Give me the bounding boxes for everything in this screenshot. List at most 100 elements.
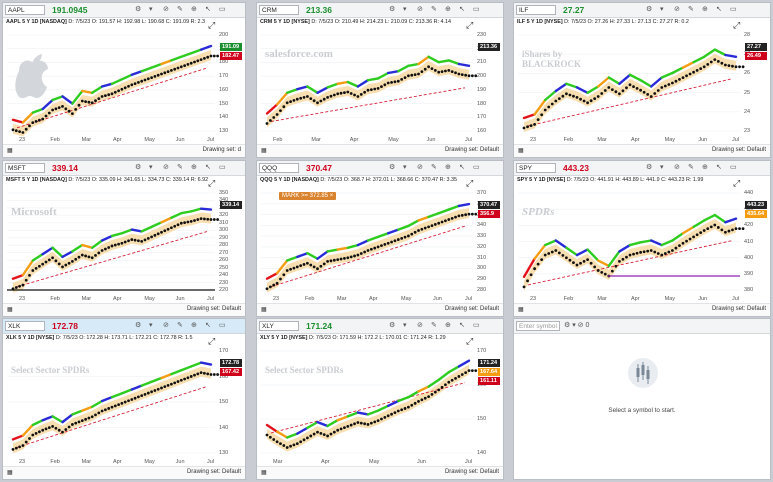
- draw-icon[interactable]: ▾: [403, 6, 407, 13]
- drawing-set-label[interactable]: Drawing set: Default: [444, 469, 499, 475]
- chart-type-icon[interactable]: ⚙: [646, 6, 653, 13]
- drawing-set-label[interactable]: Drawing set: Default: [186, 306, 241, 312]
- zoom-icon[interactable]: ⊘: [674, 164, 680, 171]
- draw-icon[interactable]: ▾: [149, 6, 153, 13]
- zoom-icon[interactable]: ⤢: [466, 20, 474, 30]
- drawing-set-label[interactable]: Drawing set: Default: [711, 147, 766, 153]
- footer-tools-icon[interactable]: ▦: [261, 470, 267, 476]
- footer-tools-icon[interactable]: ▦: [261, 307, 267, 313]
- settings-icon[interactable]: ⊕: [445, 322, 451, 329]
- maximize-icon[interactable]: ↖: [205, 322, 211, 329]
- refresh-icon[interactable]: ▭: [473, 6, 480, 13]
- drawing-set-label[interactable]: Drawing set: Default: [711, 306, 766, 312]
- zoom-icon[interactable]: ⊘: [417, 164, 423, 171]
- footer-tools-icon[interactable]: ▦: [518, 307, 524, 313]
- draw-icon[interactable]: ▾: [403, 164, 407, 171]
- zoom-icon[interactable]: ⤢: [208, 178, 216, 188]
- symbol-input[interactable]: ILF: [516, 5, 556, 15]
- draw-icon[interactable]: ▾: [660, 164, 664, 171]
- cursor-icon[interactable]: ✎: [431, 6, 437, 13]
- cursor-icon[interactable]: ✎: [431, 164, 437, 171]
- chart-panel-msft[interactable]: MSFT 339.14 ⚙ ▾ ⊘ ✎ ⊕ ↖ ▭ MSFT 5 Y 1D [NASDAQ] D:…: [2, 160, 246, 317]
- chart-type-icon[interactable]: ⚙: [389, 6, 396, 13]
- cursor-icon[interactable]: ✎: [177, 322, 183, 329]
- zoom-icon[interactable]: ⤢: [466, 178, 474, 188]
- zoom-icon[interactable]: ⊘: [163, 322, 169, 329]
- chart-type-icon[interactable]: ⚙: [135, 6, 142, 13]
- draw-icon[interactable]: ▾: [660, 6, 664, 13]
- drawing-set-label[interactable]: Drawing set: Default: [444, 147, 499, 153]
- chart-type-icon[interactable]: ⚙: [135, 164, 142, 171]
- price-chart[interactable]: [257, 3, 503, 157]
- settings-icon[interactable]: ⊕: [191, 322, 197, 329]
- footer-tools-icon[interactable]: ▦: [518, 148, 524, 154]
- maximize-icon[interactable]: ↖: [459, 164, 465, 171]
- symbol-input[interactable]: AAPL: [5, 5, 45, 15]
- drawing-set-label[interactable]: Drawing set: Default: [186, 469, 241, 475]
- chart-type-icon[interactable]: ⚙: [389, 164, 396, 171]
- symbol-input[interactable]: Enter symbol: [516, 321, 560, 331]
- refresh-icon[interactable]: ▭: [219, 164, 226, 171]
- cursor-icon[interactable]: ✎: [431, 322, 437, 329]
- refresh-icon[interactable]: ▭: [219, 322, 226, 329]
- footer-tools-icon[interactable]: ▦: [7, 307, 13, 313]
- settings-icon[interactable]: ⊕: [445, 6, 451, 13]
- maximize-icon[interactable]: ↖: [459, 322, 465, 329]
- zoom-icon[interactable]: ⤢: [733, 178, 741, 188]
- refresh-icon[interactable]: ▭: [473, 164, 480, 171]
- symbol-input[interactable]: XLY: [259, 321, 299, 331]
- zoom-icon[interactable]: ⤢: [733, 20, 741, 30]
- price-chart[interactable]: [3, 161, 245, 316]
- maximize-icon[interactable]: ↖: [716, 164, 722, 171]
- draw-icon[interactable]: ▾: [149, 322, 153, 329]
- price-chart[interactable]: [3, 319, 245, 479]
- settings-icon[interactable]: ⚙ ▾ ⊘ 0: [564, 322, 590, 329]
- chart-type-icon[interactable]: ⚙: [389, 322, 396, 329]
- chart-panel-xly[interactable]: XLY 171.24 ⚙ ▾ ⊘ ✎ ⊕ ↖ ▭ XLY 5 Y 1D [NYSE] D: 7/5…: [256, 318, 504, 480]
- refresh-icon[interactable]: ▭: [730, 6, 737, 13]
- drawing-set-label[interactable]: Drawing set: d: [202, 147, 241, 153]
- symbol-input[interactable]: SPY: [516, 163, 556, 173]
- chart-panel-ilf[interactable]: ILF 27.27 ⚙ ▾ ⊘ ✎ ⊕ ↖ ▭ ILF 5 Y 1D [NYSE] D: 7/5/…: [513, 2, 771, 158]
- maximize-icon[interactable]: ↖: [459, 6, 465, 13]
- chart-panel-qqq[interactable]: QQQ 370.47 ⚙ ▾ ⊘ ✎ ⊕ ↖ ▭ QQQ 5 Y 1D [NASDAQ] D: 7…: [256, 160, 504, 317]
- symbol-input[interactable]: MSFT: [5, 163, 45, 173]
- price-chart[interactable]: [257, 319, 503, 479]
- footer-tools-icon[interactable]: ▦: [261, 148, 267, 154]
- zoom-icon[interactable]: ⊘: [417, 322, 423, 329]
- refresh-icon[interactable]: ▭: [730, 164, 737, 171]
- chart-panel-xlk[interactable]: XLK 172.78 ⚙ ▾ ⊘ ✎ ⊕ ↖ ▭ XLK 5 Y 1D [NYSE] D: 7/5…: [2, 318, 246, 480]
- empty-chart-panel[interactable]: Enter symbol ⚙ ▾ ⊘ 0 Select a symbol to …: [513, 318, 771, 480]
- chart-panel-spy[interactable]: SPY 443.23 ⚙ ▾ ⊘ ✎ ⊕ ↖ ▭ SPY 5 Y 1D [NYSE] D: 7/5…: [513, 160, 771, 317]
- refresh-icon[interactable]: ▭: [219, 6, 226, 13]
- price-alert-marker[interactable]: MARK >= 372.85 ×: [279, 192, 337, 200]
- maximize-icon[interactable]: ↖: [205, 6, 211, 13]
- symbol-input[interactable]: CRM: [259, 5, 299, 15]
- maximize-icon[interactable]: ↖: [205, 164, 211, 171]
- price-chart[interactable]: [514, 161, 770, 316]
- zoom-icon[interactable]: ⊘: [417, 6, 423, 13]
- chart-type-icon[interactable]: ⚙: [135, 322, 142, 329]
- footer-tools-icon[interactable]: ▦: [7, 148, 13, 154]
- chart-panel-crm[interactable]: CRM 213.36 ⚙ ▾ ⊘ ✎ ⊕ ↖ ▭ CRM 5 Y 1D [NYSE] D: 7/5…: [256, 2, 504, 158]
- cursor-icon[interactable]: ✎: [177, 164, 183, 171]
- cursor-icon[interactable]: ✎: [177, 6, 183, 13]
- zoom-icon[interactable]: ⤢: [208, 336, 216, 346]
- zoom-icon[interactable]: ⤢: [466, 336, 474, 346]
- price-chart[interactable]: [257, 161, 503, 316]
- cursor-icon[interactable]: ✎: [688, 164, 694, 171]
- settings-icon[interactable]: ⊕: [445, 164, 451, 171]
- cursor-icon[interactable]: ✎: [688, 6, 694, 13]
- price-chart[interactable]: [514, 3, 770, 157]
- zoom-icon[interactable]: ⤢: [208, 20, 216, 30]
- footer-tools-icon[interactable]: ▦: [7, 470, 13, 476]
- drawing-set-label[interactable]: Drawing set: Default: [444, 306, 499, 312]
- draw-icon[interactable]: ▾: [403, 322, 407, 329]
- symbol-input[interactable]: QQQ: [259, 163, 299, 173]
- refresh-icon[interactable]: ▭: [473, 322, 480, 329]
- zoom-icon[interactable]: ⊘: [674, 6, 680, 13]
- settings-icon[interactable]: ⊕: [191, 6, 197, 13]
- settings-icon[interactable]: ⊕: [702, 6, 708, 13]
- chart-panel-aapl[interactable]: AAPL 191.0945 ⚙ ▾ ⊘ ✎ ⊕ ↖ ▭ AAPL 5 Y 1D [NASDAQ] …: [2, 2, 246, 158]
- zoom-icon[interactable]: ⊘: [163, 6, 169, 13]
